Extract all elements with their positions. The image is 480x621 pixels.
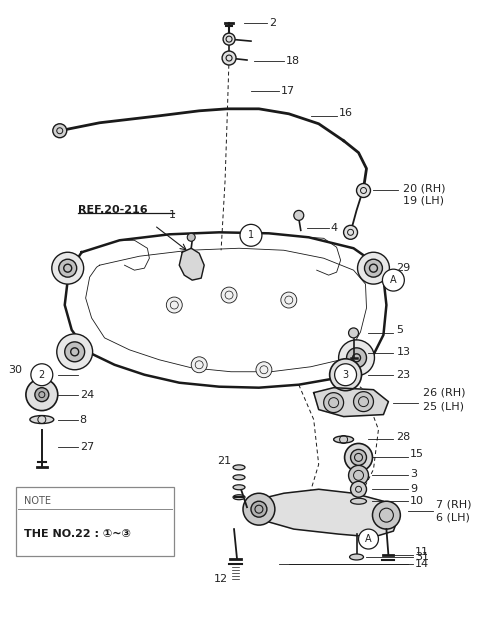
Text: 24: 24 xyxy=(80,389,94,400)
Text: 23: 23 xyxy=(396,369,410,379)
Circle shape xyxy=(221,287,237,303)
Circle shape xyxy=(294,211,304,220)
Text: 6 (LH): 6 (LH) xyxy=(436,512,470,522)
Circle shape xyxy=(35,388,49,402)
Circle shape xyxy=(240,224,262,247)
Circle shape xyxy=(357,184,371,197)
Circle shape xyxy=(281,292,297,308)
Circle shape xyxy=(350,481,367,497)
Text: 7 (RH): 7 (RH) xyxy=(436,499,472,509)
Circle shape xyxy=(383,269,404,291)
Text: 3: 3 xyxy=(410,469,417,479)
Circle shape xyxy=(354,392,373,412)
Text: 9: 9 xyxy=(410,484,418,494)
Circle shape xyxy=(166,297,182,313)
Text: NOTE: NOTE xyxy=(24,496,51,506)
Circle shape xyxy=(222,51,236,65)
Ellipse shape xyxy=(334,436,354,443)
Text: 5: 5 xyxy=(396,325,403,335)
Text: 14: 14 xyxy=(415,559,430,569)
Ellipse shape xyxy=(30,415,54,424)
Circle shape xyxy=(337,367,354,383)
Text: 4: 4 xyxy=(331,224,338,233)
Ellipse shape xyxy=(233,475,245,480)
Text: 19 (LH): 19 (LH) xyxy=(403,196,444,206)
Circle shape xyxy=(256,362,272,378)
Circle shape xyxy=(223,33,235,45)
Circle shape xyxy=(26,379,58,410)
Text: 17: 17 xyxy=(281,86,295,96)
Circle shape xyxy=(350,450,367,465)
Circle shape xyxy=(344,225,358,239)
Text: 15: 15 xyxy=(410,450,424,460)
Text: 2: 2 xyxy=(39,369,45,379)
Text: 8: 8 xyxy=(80,415,87,425)
FancyBboxPatch shape xyxy=(16,487,174,556)
Ellipse shape xyxy=(233,465,245,470)
Polygon shape xyxy=(244,489,398,537)
Ellipse shape xyxy=(349,554,363,560)
Text: 18: 18 xyxy=(286,56,300,66)
Ellipse shape xyxy=(350,498,367,504)
Circle shape xyxy=(364,259,383,277)
Circle shape xyxy=(335,364,357,386)
Polygon shape xyxy=(314,388,388,417)
Circle shape xyxy=(348,328,359,338)
Text: 27: 27 xyxy=(80,442,94,453)
Circle shape xyxy=(330,359,361,391)
Circle shape xyxy=(53,124,67,138)
Circle shape xyxy=(191,357,207,373)
Text: 12: 12 xyxy=(214,574,228,584)
Circle shape xyxy=(187,233,195,242)
Text: A: A xyxy=(390,275,396,285)
Text: 1: 1 xyxy=(248,230,254,240)
Text: 29: 29 xyxy=(396,263,410,273)
Circle shape xyxy=(358,252,389,284)
Text: 21: 21 xyxy=(217,456,231,466)
Circle shape xyxy=(372,501,400,529)
Text: REF.20-216: REF.20-216 xyxy=(78,206,147,215)
Text: 3: 3 xyxy=(343,369,348,379)
Circle shape xyxy=(324,392,344,412)
Circle shape xyxy=(347,348,367,368)
Text: 20 (RH): 20 (RH) xyxy=(403,183,446,194)
Text: 31: 31 xyxy=(415,552,429,562)
Ellipse shape xyxy=(233,485,245,490)
Text: 16: 16 xyxy=(338,108,353,118)
Text: 30: 30 xyxy=(8,365,22,374)
Circle shape xyxy=(338,340,374,376)
Circle shape xyxy=(345,443,372,471)
Text: A: A xyxy=(365,534,372,544)
Circle shape xyxy=(59,259,77,277)
Text: 1: 1 xyxy=(169,211,176,220)
Circle shape xyxy=(348,465,369,485)
Text: 2: 2 xyxy=(269,18,276,28)
Polygon shape xyxy=(179,248,204,280)
Text: 11: 11 xyxy=(415,547,429,557)
Circle shape xyxy=(251,501,267,517)
Circle shape xyxy=(359,529,378,549)
Circle shape xyxy=(52,252,84,284)
Text: THE NO.22 : ①~③: THE NO.22 : ①~③ xyxy=(24,529,131,539)
Text: 10: 10 xyxy=(410,496,424,506)
Text: 13: 13 xyxy=(396,347,410,357)
Circle shape xyxy=(57,334,93,369)
Text: 26 (RH): 26 (RH) xyxy=(423,388,466,397)
Ellipse shape xyxy=(233,495,245,500)
Text: 25 (LH): 25 (LH) xyxy=(423,402,464,412)
Text: 28: 28 xyxy=(396,432,410,443)
Circle shape xyxy=(31,364,53,386)
Circle shape xyxy=(65,342,84,362)
Circle shape xyxy=(243,493,275,525)
